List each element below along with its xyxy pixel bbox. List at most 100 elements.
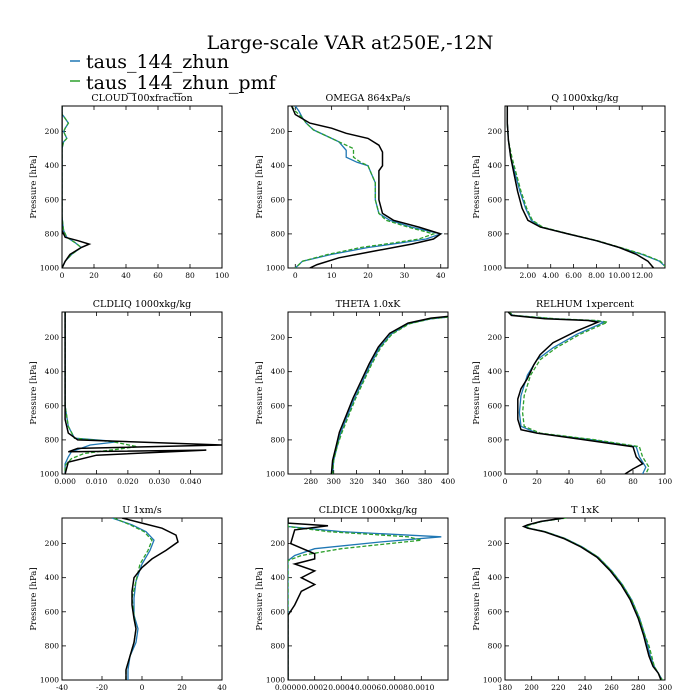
y-axis-label: Pressure [hPa] [472,361,482,424]
series-line [331,316,448,474]
x-tick-label: -40 [56,683,68,692]
y-tick-label: 400 [488,367,503,376]
x-tick-label: 280 [631,683,646,692]
x-tick-label: 0 [293,271,298,280]
plot-frame [287,311,449,475]
panel-title: CLDICE 1000xkg/kg [319,505,418,516]
y-tick-label: 1000 [483,676,502,685]
y-tick-label: 400 [271,367,286,376]
x-tick-label: 0 [140,683,145,692]
y-tick-label: 400 [488,161,503,170]
y-tick-label: 1000 [266,264,285,273]
y-tick-label: 600 [271,401,286,410]
panel-title: Q 1000xkg/kg [551,93,618,104]
x-tick-label: -20 [96,683,108,692]
plot-frame [504,311,666,475]
y-tick-label: 800 [271,641,286,650]
x-tick-label: 380 [418,477,433,486]
x-tick-label: 0.0010 [408,683,434,692]
series-line [291,106,436,268]
x-tick-label: 0 [60,271,65,280]
series-line [64,312,222,474]
y-axis-label: Pressure [hPa] [29,567,39,630]
y-tick-label: 600 [271,195,286,204]
y-tick-label: 200 [271,539,286,548]
series-line [62,106,83,268]
plot-frame [504,517,666,681]
series-line [111,518,155,680]
y-tick-label: 1000 [40,676,59,685]
y-tick-label: 200 [45,127,60,136]
x-tick-label: 0.020 [117,477,139,486]
y-tick-label: 800 [488,229,503,238]
x-tick-label: 0.030 [149,477,171,486]
panel-title: CLDLIQ 1000xkg/kg [93,299,191,310]
x-tick-label: 200 [525,683,540,692]
x-tick-label: 10 [327,271,337,280]
chart-panel: THETA 1.0xK 200 400 600 800 1000 280 300 320 340 3… [255,299,455,486]
series-line [288,518,442,680]
x-tick-label: 300 [658,683,673,692]
plot-frame [287,517,449,681]
series-line [506,106,665,267]
y-tick-label: 800 [271,229,286,238]
series-line [113,518,153,680]
x-tick-label: 10.00 [609,271,631,280]
y-axis-label: Pressure [hPa] [29,361,39,424]
x-tick-label: 0.0004 [328,683,354,692]
x-tick-label: 180 [498,683,513,692]
panel-title: U 1xm/s [122,505,162,516]
panel-title: RELHUM 1xpercent [536,299,634,310]
x-tick-label: 80 [628,477,638,486]
legend: taus_144_zhun taus_144_zhun_pmf [70,51,278,94]
series-line [294,106,444,268]
x-tick-label: 12.00 [631,271,653,280]
x-tick-label: 4.00 [542,271,559,280]
x-tick-label: 20 [89,271,99,280]
y-axis-label: Pressure [hPa] [255,361,265,424]
x-tick-label: 220 [551,683,566,692]
y-tick-label: 200 [488,127,503,136]
x-tick-label: 40 [217,683,227,692]
y-tick-label: 400 [45,161,60,170]
panel-title: CLOUD 100xfraction [91,93,192,104]
y-tick-label: 200 [45,539,60,548]
y-tick-label: 200 [271,127,286,136]
series-line [121,518,179,680]
x-tick-label: 360 [395,477,410,486]
y-tick-label: 1000 [266,470,285,479]
x-tick-label: 6.00 [565,271,582,280]
series-line [62,106,92,268]
y-tick-label: 600 [488,401,503,410]
series-line [524,518,663,680]
x-tick-label: 0.000 [54,477,76,486]
y-tick-label: 1000 [483,470,502,479]
x-tick-label: 0.040 [180,477,202,486]
x-tick-label: 80 [185,271,195,280]
series-line [288,518,422,680]
panel-title: OMEGA 864xPa/s [325,93,410,104]
y-tick-label: 400 [45,367,60,376]
y-axis-label: Pressure [hPa] [29,155,39,218]
series-line [523,518,663,680]
x-tick-label: 0.0000 [275,683,301,692]
y-tick-label: 1000 [40,470,59,479]
y-tick-label: 600 [45,607,60,616]
x-tick-label: 300 [327,477,342,486]
x-tick-label: 40 [436,271,446,280]
x-tick-label: 0.0008 [382,683,408,692]
figure-title: Large-scale VAR at250E,-12N [207,32,494,54]
x-tick-label: 40 [121,271,131,280]
series-line [290,106,443,268]
y-tick-label: 600 [45,401,60,410]
y-tick-label: 600 [488,195,503,204]
y-tick-label: 1000 [266,676,285,685]
y-tick-label: 400 [488,573,503,582]
y-tick-label: 800 [45,435,60,444]
plot-frame [61,311,223,475]
